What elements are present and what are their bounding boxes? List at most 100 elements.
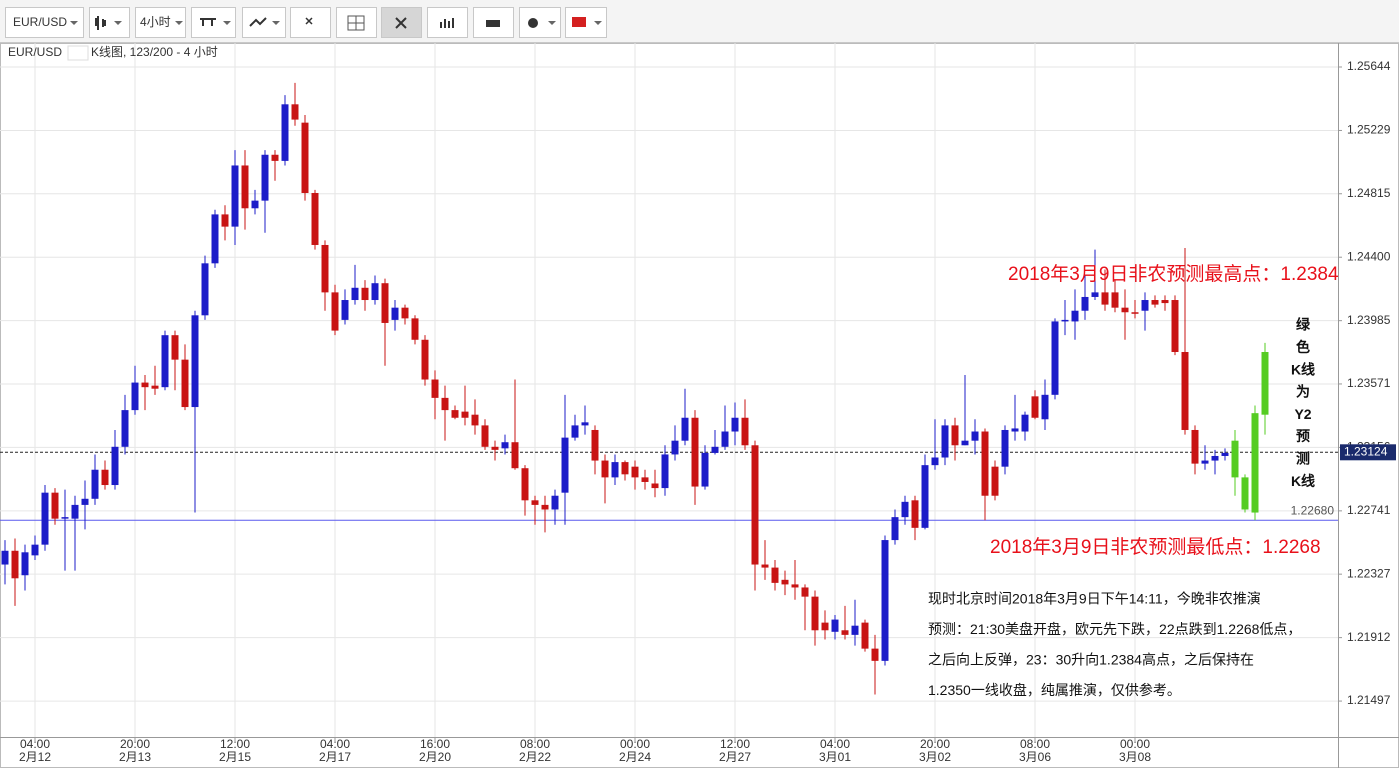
x-tick-time: 12:00: [720, 737, 750, 751]
candle-body: [1221, 452, 1229, 456]
candle-body: [841, 630, 849, 635]
candle-body: [531, 500, 539, 505]
legend-symbol: EUR/USD: [8, 45, 62, 59]
dropdown-arrow: [70, 21, 78, 25]
volume-button[interactable]: [427, 7, 468, 38]
candle-body: [1031, 396, 1039, 418]
symbol-button[interactable]: [5, 7, 84, 38]
candle-body: [311, 192, 319, 245]
candle-body: [931, 457, 939, 466]
candle-body: [571, 425, 579, 438]
candle-body: [181, 359, 189, 408]
candle-body: [31, 544, 39, 556]
candle-body: [361, 287, 369, 301]
icon: [395, 17, 407, 29]
y-tick-label: 1.21497: [1347, 693, 1391, 707]
candle-body: [1, 550, 9, 565]
candle-body: [381, 283, 389, 323]
candle-body: [861, 622, 869, 649]
candle-body: [51, 492, 59, 519]
vertical-note-line: 为: [1296, 384, 1310, 400]
icon: [440, 18, 454, 28]
candle-body: [591, 429, 599, 461]
candle-body: [761, 564, 769, 568]
icon: [347, 15, 365, 31]
candle-body: [891, 517, 899, 541]
candle-body: [41, 492, 49, 545]
candle-body: [1041, 394, 1049, 420]
x-tick-date: 3月06: [1019, 750, 1051, 764]
candle-body: [781, 579, 789, 585]
candle-body: [1051, 321, 1059, 395]
candle-body: [951, 425, 959, 446]
candle-body: [1141, 300, 1149, 311]
dropdown-arrow: [594, 21, 602, 25]
candle-body: [711, 446, 719, 453]
candle-body: [701, 452, 709, 487]
candle-body: [271, 154, 279, 161]
note-paragraph-line: 1.2350一线收盘，纯属推演，仅供参考。: [928, 682, 1181, 698]
candle-body: [251, 200, 259, 209]
icon: [305, 17, 313, 25]
candle-body: [941, 425, 949, 458]
x-tick-time: 00:00: [1120, 737, 1150, 751]
candle-body: [1111, 292, 1119, 308]
symbol-label[interactable]: EUR/USD: [13, 15, 67, 29]
candle-body: [671, 440, 679, 455]
candle-body: [621, 462, 629, 475]
icon: [200, 18, 216, 26]
candle-body: [221, 214, 229, 227]
candle-body: [791, 584, 799, 588]
candle-body: [721, 431, 729, 447]
y-tick-label: 1.22327: [1347, 566, 1391, 580]
candle-body: [11, 550, 19, 579]
candle-body: [1171, 300, 1179, 353]
icon: [528, 18, 538, 28]
last-price-label: 1.23124: [1344, 444, 1388, 458]
y-tick-label: 1.24400: [1347, 249, 1391, 263]
candle-body: [401, 307, 409, 319]
x-tick-time: 04:00: [320, 737, 350, 751]
legend-subtitle: K线图, 123/200 - 4 小时: [91, 45, 218, 59]
candle-body: [641, 477, 649, 482]
x-tick-date: 2月17: [319, 750, 351, 764]
candle-body: [681, 417, 689, 441]
candle-body: [1181, 352, 1189, 430]
candle-body: [1011, 428, 1019, 432]
vertical-note-line: 色: [1296, 339, 1310, 355]
candle-body: [411, 318, 419, 340]
icon: [249, 17, 267, 27]
candle-body: [541, 504, 549, 510]
candle-body: [1021, 414, 1029, 432]
icon: [486, 20, 500, 27]
y-tick-label: 1.22741: [1347, 503, 1391, 517]
candle-body: [971, 431, 979, 441]
candle-body: [1241, 477, 1249, 510]
x-tick-date: 2月15: [219, 750, 251, 764]
candle-body: [471, 414, 479, 426]
candle-body: [1191, 429, 1199, 464]
candle-body: [1231, 440, 1239, 478]
low-annotation: 2018年3月9日非农预测最低点：1.2268: [990, 536, 1321, 558]
interval-label[interactable]: 4小时: [140, 15, 171, 29]
draw-button[interactable]: [242, 7, 286, 38]
candle-body: [261, 154, 269, 201]
candle-body: [731, 417, 739, 432]
y-tick-label: 1.25229: [1347, 123, 1391, 137]
candle-body: [801, 587, 809, 597]
legend-swatch: [67, 45, 89, 61]
candle-body: [171, 335, 179, 360]
candle-body: [21, 552, 29, 576]
candle-body: [161, 335, 169, 388]
candle-body: [651, 483, 659, 489]
x-tick-date: 3月02: [919, 750, 951, 764]
candle-body: [331, 292, 339, 331]
vertical-note-line: Y2: [1294, 406, 1311, 422]
candle-body: [421, 339, 429, 380]
candle-body: [691, 417, 699, 487]
vertical-note-line: K线: [1291, 361, 1315, 377]
x-tick-time: 08:00: [1020, 737, 1050, 751]
candle-body: [921, 465, 929, 528]
x-tick-time: 08:00: [520, 737, 550, 751]
